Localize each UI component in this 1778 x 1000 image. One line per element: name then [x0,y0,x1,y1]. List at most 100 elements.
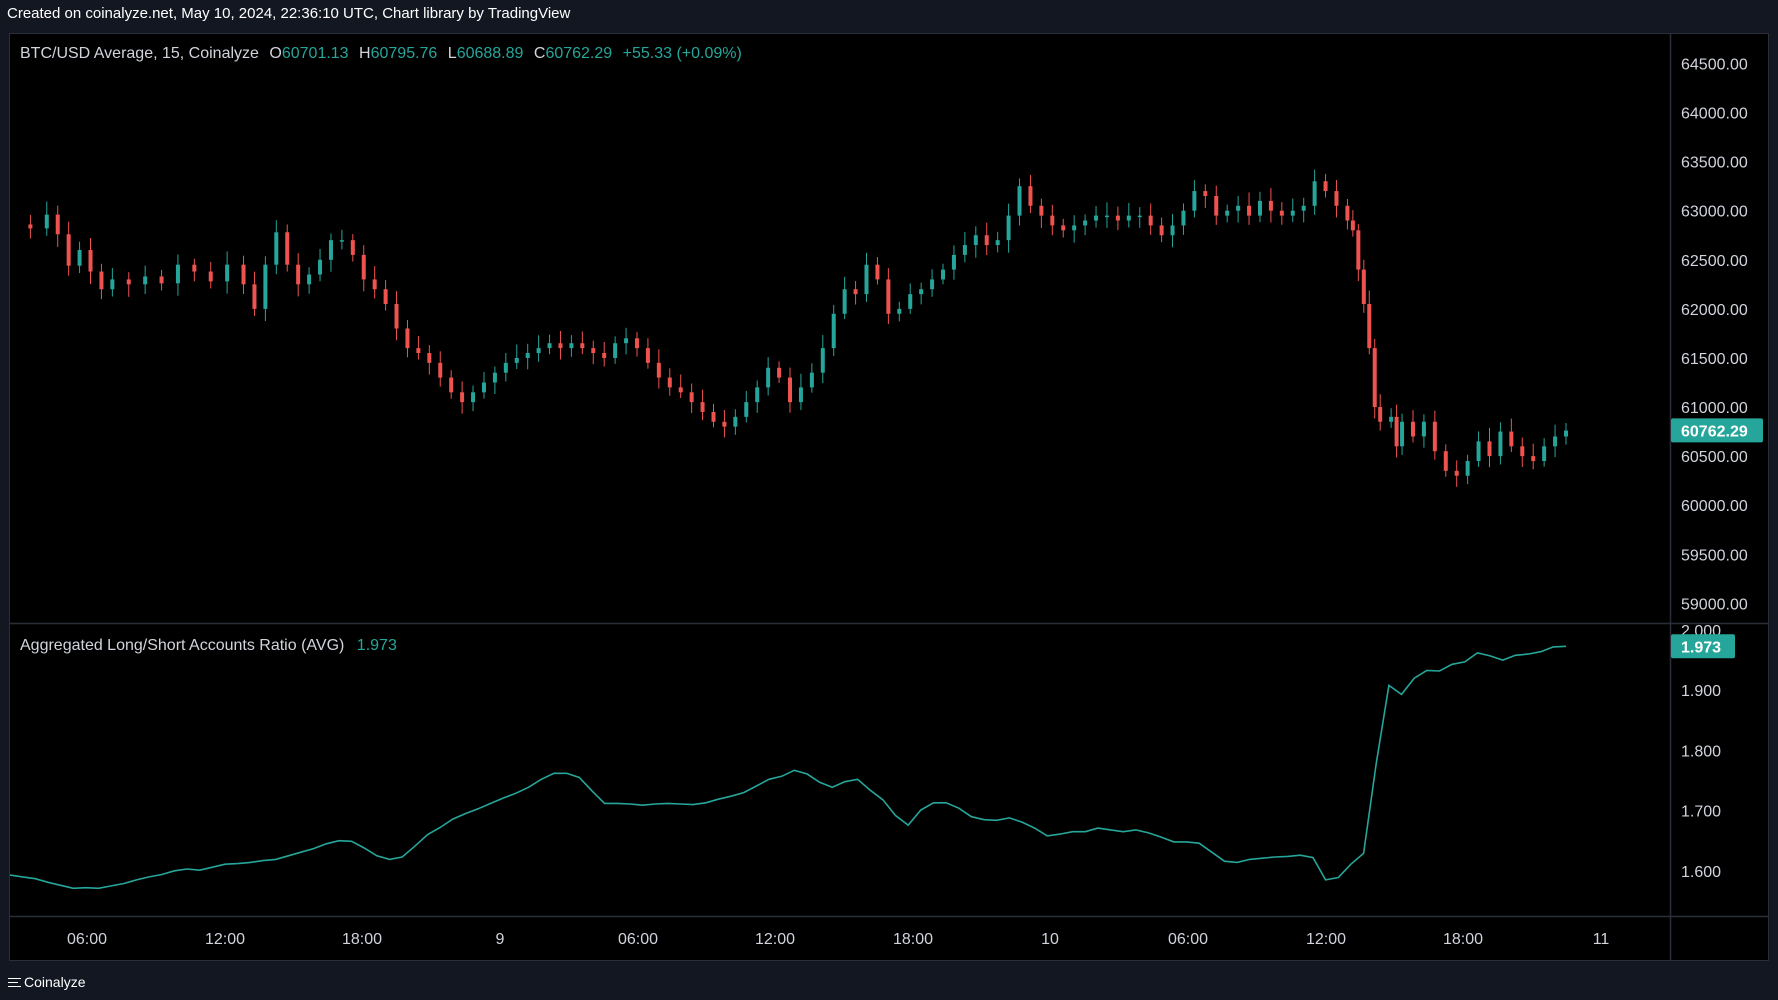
candle-body [995,240,1000,246]
candle-body [1542,446,1547,462]
time-tick-label: 06:00 [67,931,107,948]
candle-body [908,294,913,309]
close-label: C [533,45,546,62]
candle-body [126,279,131,285]
candle-body [88,249,93,272]
candle-body [624,338,629,344]
candle-body [1465,461,1470,476]
candle-body [1104,215,1109,218]
candle-body [788,377,792,403]
price-tick-label: 59000.00 [1681,596,1748,613]
candle-body [296,264,301,285]
candle-body [1334,191,1339,206]
candle-body [777,367,782,378]
ratio-tick-label: 1.900 [1681,683,1721,700]
candle-body [536,348,541,354]
candle-body [580,343,585,349]
candle-body [514,357,519,363]
candle-body [558,343,563,349]
time-tick-label: 10 [1041,931,1059,948]
candle-body [339,240,344,242]
candle-body [962,245,967,255]
candle-body [1564,430,1568,437]
candle-body [613,343,618,358]
time-tick-label: 18:00 [1443,931,1483,948]
candle-body [645,348,650,363]
ratio-value: 1.973 [356,637,397,654]
price-tick-label: 59500.00 [1681,547,1748,564]
candle-body [427,353,432,363]
open-value: 60701.13 [281,45,349,62]
candle-body [1378,407,1383,422]
candle-body [1389,416,1394,422]
time-tick-label: 06:00 [1168,931,1208,948]
candle-body [744,402,749,417]
close-value: 60762.29 [545,45,613,62]
candle-body [208,271,213,282]
candle-body [525,353,530,358]
candle-body [1476,441,1481,462]
candle-body [1345,205,1350,221]
candle-body [798,387,803,403]
candle-body [263,264,268,309]
price-tick-label: 62000.00 [1681,302,1748,319]
price-tick-label: 63000.00 [1681,204,1748,221]
candle-body [1039,205,1044,216]
candle-body [1017,186,1022,216]
candle-body [1236,205,1241,211]
ratio-tick-label: 1.800 [1681,743,1721,760]
candle-body [307,274,312,285]
candle-body [1247,205,1252,216]
candle-body [1006,215,1011,241]
candle-body [66,234,71,266]
candle-body [853,289,858,295]
candle-body [492,372,497,383]
price-tick-label: 62500.00 [1681,253,1748,270]
ratio-tick-label: 1.600 [1681,864,1721,881]
candle-body [733,416,738,427]
candle-body [503,362,508,373]
candle-body [28,224,33,229]
candle-body [602,353,607,358]
ratio-series-line [9,645,1567,890]
menu-icon [8,977,21,988]
time-tick-label: 11 [1593,931,1610,948]
candle-body [143,276,148,285]
price-tick-label: 60000.00 [1681,498,1748,515]
candle-body [1443,451,1448,471]
candle-body [1170,225,1175,236]
candle-body [328,240,333,260]
candle-body [1323,181,1328,192]
candle-body [897,308,902,314]
candle-body [55,214,60,235]
candle-body [77,249,82,266]
candle-body [99,271,104,290]
candle-body [820,348,825,373]
candle-body [252,284,257,309]
price-tick-label: 61500.00 [1681,351,1748,368]
candle-body [1361,269,1366,304]
brand-label: Coinalyze [24,974,86,990]
candle-body [1487,441,1492,457]
candle-body [1400,421,1405,447]
candle-body [1061,225,1066,231]
candle-body [44,214,49,229]
candle-body [1372,348,1377,408]
candle-body [919,289,924,295]
candle-body [1159,225,1164,236]
candle-body [1083,220,1088,226]
candle-body [547,343,552,349]
candle-body [591,348,596,354]
candle-body [1553,436,1558,447]
candle-body [667,377,672,388]
price-tick-label: 64500.00 [1681,56,1748,73]
candle-body [394,303,399,329]
candle-body [886,279,891,314]
time-tick-label: 12:00 [755,931,795,948]
candle-body [1454,470,1459,476]
coinalyze-brand[interactable]: Coinalyze [8,974,85,990]
candle-body [449,377,454,393]
last-ratio-badge [1671,634,1735,659]
price-legend: BTC/USD Average, 15, Coinalyze O60701.13… [20,45,742,63]
time-tick-label: 12:00 [205,931,245,948]
